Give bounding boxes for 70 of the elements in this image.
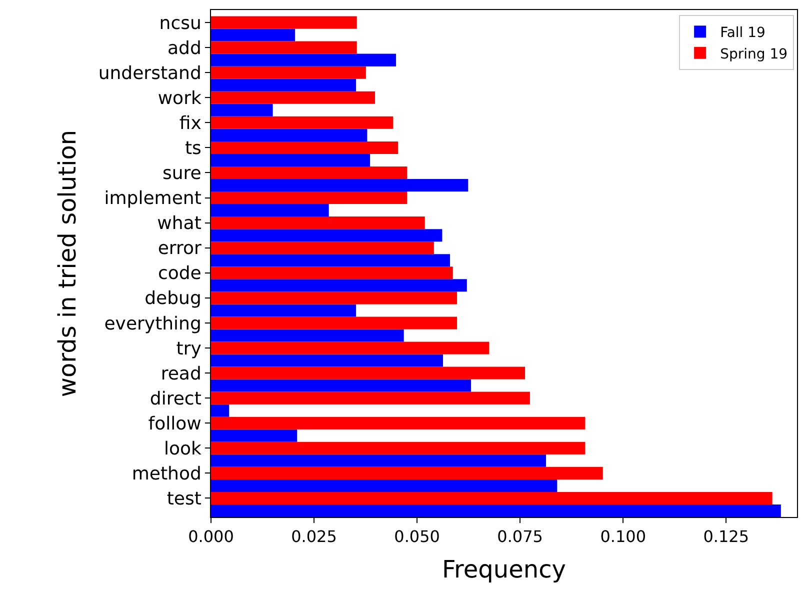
bar xyxy=(211,504,781,517)
bar xyxy=(211,166,408,179)
bar xyxy=(211,242,434,254)
bar xyxy=(211,354,444,367)
bar xyxy=(211,392,530,404)
bar xyxy=(211,204,329,217)
bar xyxy=(211,179,468,192)
y-tick-label: read xyxy=(160,363,202,384)
bar xyxy=(211,454,546,467)
y-tick-label: debug xyxy=(144,288,202,310)
bar xyxy=(211,479,558,492)
bar xyxy=(211,78,356,92)
bar xyxy=(211,342,490,354)
bar xyxy=(211,229,442,242)
y-tick-label: everything xyxy=(104,313,202,334)
y-tick-label: direct xyxy=(150,388,202,410)
y-tick-label: implement xyxy=(104,188,202,210)
bar xyxy=(211,192,408,204)
y-tick-label: look xyxy=(164,438,202,460)
bar xyxy=(211,128,368,142)
bar xyxy=(211,216,425,230)
x-tick-label: 0.100 xyxy=(600,527,646,546)
bar xyxy=(211,492,772,504)
bar xyxy=(211,266,453,280)
bar xyxy=(211,54,396,66)
bar xyxy=(211,141,398,154)
bar xyxy=(211,91,376,104)
y-axis-title: words in tried solution xyxy=(53,130,82,398)
x-axis-title: Frequency xyxy=(442,556,566,584)
y-tick-label: what xyxy=(157,213,202,234)
bar xyxy=(211,292,458,304)
bar xyxy=(211,154,370,166)
x-tick-label: 0.075 xyxy=(497,527,543,546)
x-tick-label: 0.125 xyxy=(703,527,750,546)
bar xyxy=(211,279,467,292)
y-tick-label: ncsu xyxy=(159,12,202,34)
y-tick-label: error xyxy=(158,238,202,260)
y-tick-label: test xyxy=(166,488,202,510)
y-tick-label: understand xyxy=(98,62,202,84)
bar xyxy=(211,66,366,79)
bar xyxy=(211,442,586,454)
y-tick-label: try xyxy=(176,338,202,360)
bar xyxy=(211,254,450,267)
bar xyxy=(211,379,472,392)
bar xyxy=(211,416,586,430)
y-tick-label: add xyxy=(168,38,202,59)
bar xyxy=(211,429,298,442)
x-tick-label: 0.025 xyxy=(291,527,337,546)
bar xyxy=(211,316,458,330)
y-tick-label: follow xyxy=(148,413,202,434)
bar xyxy=(211,41,357,54)
bar xyxy=(211,366,526,380)
y-tick-label: ts xyxy=(184,138,202,159)
bar xyxy=(211,28,296,42)
y-tick-label: sure xyxy=(162,163,202,184)
bar xyxy=(211,404,230,417)
bar xyxy=(211,304,356,317)
x-tick-label: 0.000 xyxy=(188,527,234,546)
legend-label: Fall 19 xyxy=(720,25,766,42)
legend-label: Spring 19 xyxy=(720,46,788,62)
y-tick-label: code xyxy=(158,263,202,284)
x-tick-label: 0.050 xyxy=(394,527,440,546)
bar xyxy=(211,104,273,116)
y-tick-label: fix xyxy=(179,112,202,134)
y-tick-label: work xyxy=(158,88,202,109)
bar xyxy=(211,16,357,29)
bar xyxy=(211,116,394,129)
bar xyxy=(211,329,404,342)
y-tick-label: method xyxy=(132,463,202,484)
bar xyxy=(211,466,603,480)
